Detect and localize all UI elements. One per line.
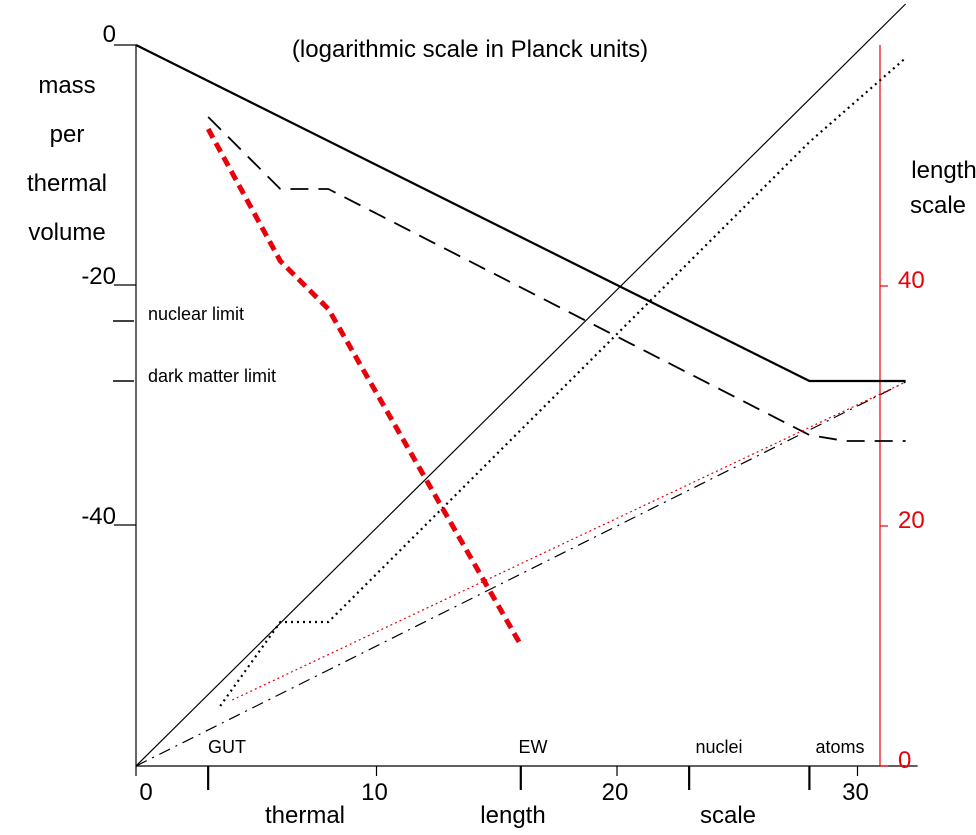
label-layer: (logarithmic scale in Planck units) mass… xyxy=(27,36,976,829)
limit-label-nuclear: nuclear limit xyxy=(148,304,244,324)
y-left-label-line-1: mass xyxy=(38,72,95,99)
series-line-solid-thin xyxy=(135,3,907,767)
axes-layer: 0 -20 -40 0 20 40 0 10 20 30 xyxy=(81,21,924,806)
y-left-label-line-2: per xyxy=(50,121,85,148)
epoch-label-nuclei: nuclei xyxy=(695,737,742,757)
x-label-length: length xyxy=(480,802,545,829)
y-right-tick-label: 0 xyxy=(898,747,911,774)
y-right-tick-label: 40 xyxy=(898,267,925,294)
series-line-dotted xyxy=(219,57,907,707)
x-tick-label: 30 xyxy=(842,779,869,806)
series-line-dotted-thin xyxy=(231,381,906,701)
y-left-label-line-3: thermal xyxy=(27,170,107,197)
y-right-label-line-2: scale xyxy=(910,192,966,219)
x-tick-label: 0 xyxy=(139,779,152,806)
x-tick-label: 10 xyxy=(361,779,388,806)
y-left-tick-label: -40 xyxy=(81,503,116,530)
x-label-thermal: thermal xyxy=(265,802,345,829)
series-line-dashed-thick xyxy=(206,127,523,647)
series-line-dashdot xyxy=(135,381,906,767)
epoch-label-gut: GUT xyxy=(208,737,246,757)
y-left-tick-label: -20 xyxy=(81,263,116,290)
x-tick-label: 20 xyxy=(602,779,629,806)
y-left-label-line-4: volume xyxy=(28,219,105,246)
y-left-tick-label: 0 xyxy=(103,21,116,48)
epoch-label-atoms: atoms xyxy=(815,737,864,757)
y-right-tick-label: 20 xyxy=(898,507,925,534)
epoch-label-ew: EW xyxy=(519,737,548,757)
series-line-solid-thick xyxy=(135,44,906,383)
limit-label-dark-matter: dark matter limit xyxy=(148,366,276,386)
series-line-dashed xyxy=(207,116,906,442)
x-label-scale: scale xyxy=(700,802,756,829)
chart-title: (logarithmic scale in Planck units) xyxy=(292,36,648,63)
series-layer xyxy=(135,3,907,767)
y-right-label-line-1: length xyxy=(911,157,976,184)
